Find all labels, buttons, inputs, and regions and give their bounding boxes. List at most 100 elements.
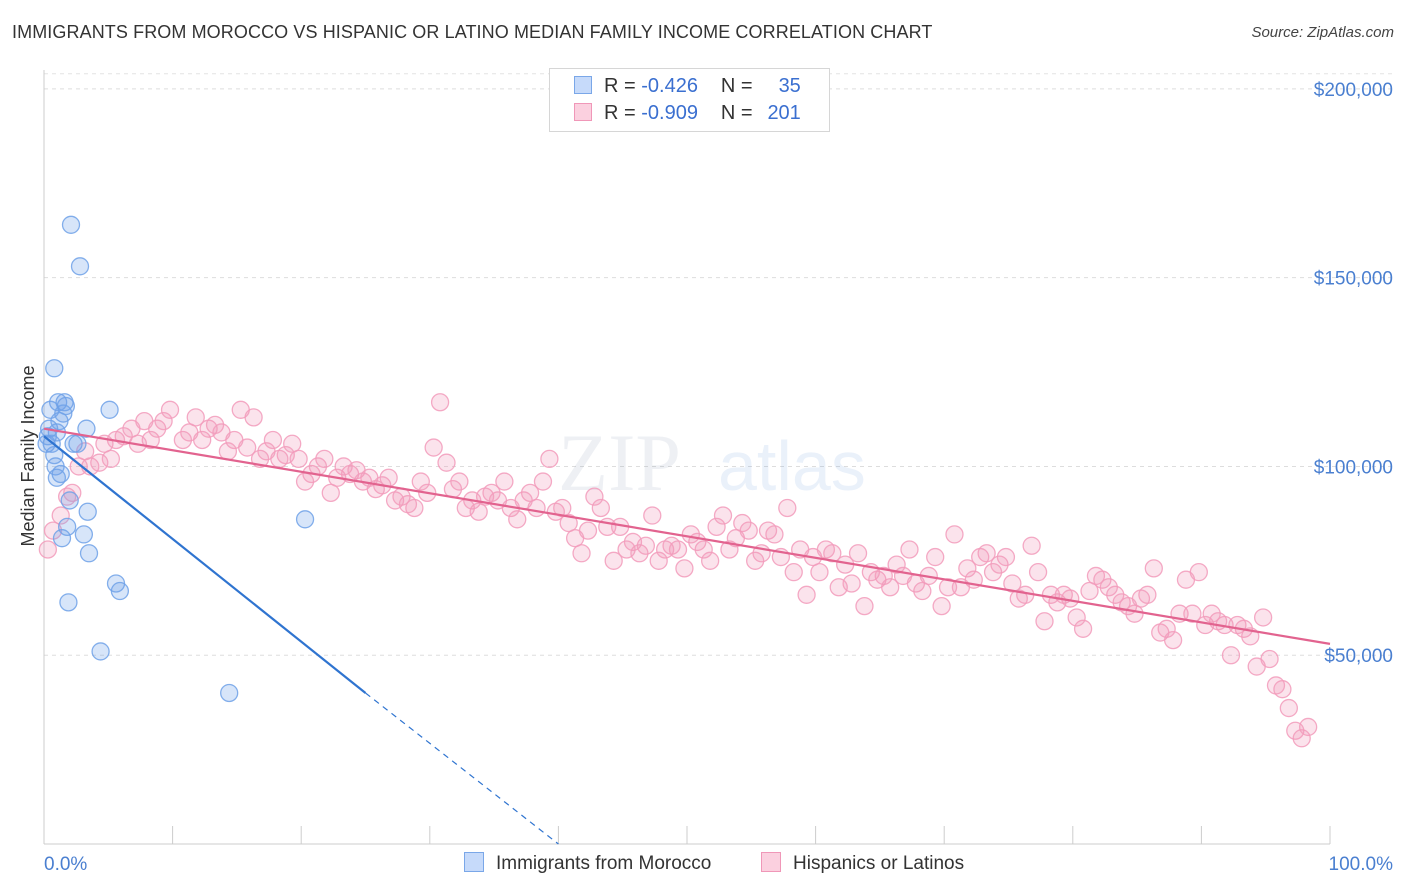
hispanic-point	[1028, 563, 1048, 582]
hispanic-point	[1273, 680, 1292, 699]
bottom-legend-swatch-morocco	[464, 852, 484, 872]
hispanic-point	[1138, 585, 1157, 604]
hispanic-point	[173, 430, 193, 450]
hispanic-point	[720, 540, 739, 559]
morocco-trend-line	[43, 435, 367, 694]
hispanic-point	[379, 468, 398, 487]
bottom-legend-morocco: Immigrants from Morocco	[464, 852, 711, 875]
hispanic-point	[1189, 563, 1208, 582]
hispanic-point	[101, 449, 121, 469]
morocco-point	[61, 215, 81, 234]
legend-swatch-morocco	[574, 76, 592, 94]
hispanic-point	[630, 544, 649, 563]
hispanic-point	[1035, 612, 1054, 631]
watermark-atlas: atlas	[718, 427, 866, 505]
hispanic-point	[765, 525, 784, 544]
morocco-point	[68, 434, 87, 453]
hispanic-point	[649, 551, 668, 570]
series-hispanic-points	[38, 393, 1318, 748]
legend-swatch-hispanic	[574, 103, 592, 121]
hispanic-point	[983, 563, 1003, 582]
hispanic-point	[977, 544, 996, 563]
hispanic-point	[289, 449, 308, 469]
chart-source: Source: ZipAtlas.com	[1251, 24, 1394, 41]
hispanic-point	[1093, 570, 1112, 589]
data-points	[37, 215, 1318, 748]
hispanic-point	[636, 536, 655, 555]
hispanic-point	[887, 555, 906, 574]
hispanic-point	[1202, 604, 1221, 623]
hispanic-point	[533, 472, 553, 491]
hispanic-point	[739, 521, 758, 540]
hispanic-point	[186, 408, 205, 427]
hispanic-point	[945, 525, 964, 544]
bottom-legend-label-hispanic: Hispanics or Latinos	[793, 853, 965, 874]
hispanic-point	[707, 517, 726, 536]
hispanic-point	[1221, 646, 1241, 665]
hispanic-point	[810, 563, 829, 582]
hispanic-trend-line	[43, 427, 1331, 645]
hispanic-point	[1125, 604, 1144, 623]
hispanic-point	[733, 513, 752, 533]
hispanic-point	[1253, 608, 1273, 627]
hispanic-point	[154, 411, 173, 431]
hispanic-point	[855, 596, 874, 616]
hispanic-point	[1106, 585, 1125, 604]
axes	[43, 70, 1330, 845]
hispanic-point	[881, 578, 900, 597]
hispanic-point	[958, 559, 977, 578]
morocco-point	[78, 502, 97, 521]
hispanic-point	[508, 510, 527, 529]
hispanic-point	[938, 578, 958, 597]
hispanic-point	[193, 430, 212, 450]
hispanic-point	[784, 563, 803, 582]
morocco-point	[100, 400, 119, 419]
hispanic-point	[90, 453, 109, 472]
hispanic-point	[51, 506, 70, 525]
hispanic-point	[842, 574, 861, 593]
hispanic-point	[424, 438, 443, 457]
morocco-point	[52, 529, 72, 548]
hispanic-point	[283, 434, 302, 453]
hispanic-point	[572, 544, 591, 563]
hispanic-point	[141, 430, 160, 450]
hispanic-point	[1022, 536, 1041, 555]
hispanic-point	[495, 472, 514, 491]
hispanic-point	[823, 544, 842, 563]
hispanic-point	[913, 581, 932, 601]
y-tick-label: $150,000	[1314, 269, 1393, 290]
hispanic-point	[482, 483, 501, 503]
morocco-point	[59, 593, 78, 612]
hispanic-point	[643, 506, 662, 525]
hispanic-point	[1144, 559, 1163, 578]
hispanic-point	[160, 400, 180, 419]
morocco-point	[74, 525, 94, 544]
x-tick-label-max: 100.0%	[1329, 854, 1394, 875]
hispanic-point	[900, 540, 919, 559]
hispanic-point	[1298, 717, 1318, 737]
hispanic-point	[411, 472, 430, 491]
y-tick-labels: $50,000 $100,000 $150,000 $200,000	[1314, 80, 1393, 667]
hispanic-point	[437, 453, 456, 472]
hispanic-point	[1163, 630, 1183, 650]
hispanic-point	[315, 449, 334, 469]
correlation-legend: R = -0.426 N = 35 R = -0.909 N = 201	[549, 68, 830, 132]
hispanic-point	[746, 551, 765, 570]
hispanic-point	[778, 498, 797, 518]
hispanic-point	[700, 551, 720, 570]
bottom-legend-label-morocco: Immigrants from Morocco	[496, 853, 712, 874]
morocco-trend-extension	[365, 692, 559, 845]
morocco-point	[79, 544, 99, 563]
morocco-point	[45, 359, 64, 378]
hispanic-point	[1080, 581, 1099, 601]
morocco-point	[51, 464, 70, 484]
hispanic-point	[450, 472, 469, 491]
watermark: ZIP atlas	[558, 417, 866, 508]
hispanic-point	[675, 559, 694, 578]
hispanic-point	[540, 449, 559, 469]
hispanic-point	[1183, 604, 1202, 623]
y-axis-title: Median Family Income	[18, 365, 38, 546]
morocco-point	[57, 517, 77, 536]
hispanic-point	[238, 438, 257, 457]
legend-row-morocco: R = -0.426 N = 35	[574, 75, 801, 99]
